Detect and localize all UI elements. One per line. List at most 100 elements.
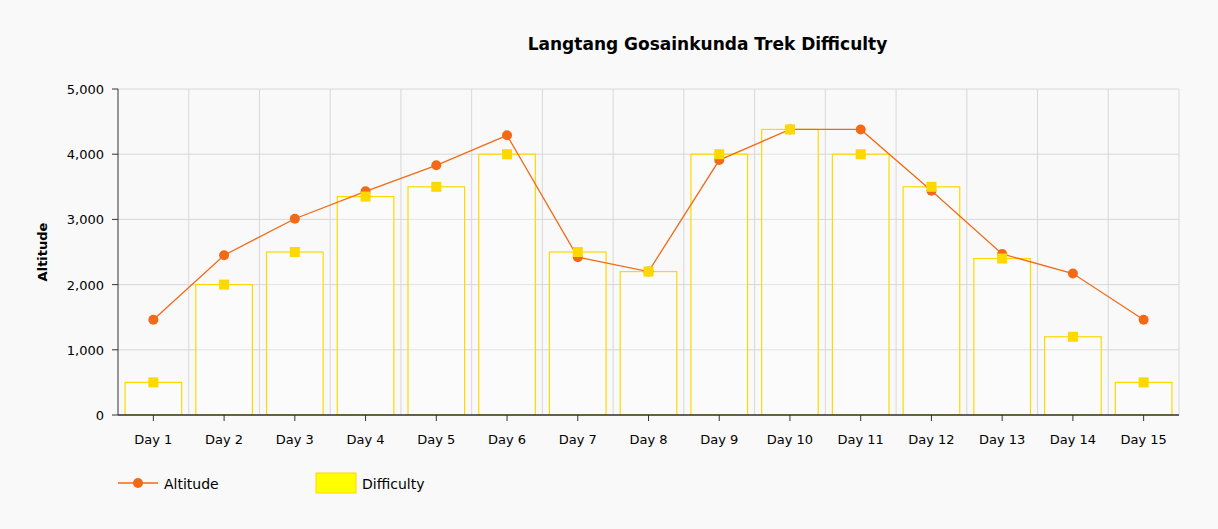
tick bbox=[719, 415, 720, 421]
grid-line-vertical bbox=[400, 89, 401, 415]
grid-line-vertical bbox=[683, 89, 684, 415]
x-tick-label: Day 14 bbox=[1050, 432, 1096, 447]
tick bbox=[577, 415, 578, 421]
marker bbox=[926, 182, 936, 192]
grid-line-vertical bbox=[613, 89, 614, 415]
tick bbox=[860, 415, 861, 421]
grid-line-vertical bbox=[330, 89, 331, 415]
y-tick-label: 4,000 bbox=[67, 147, 104, 162]
legend: AltitudeDifficulty bbox=[118, 473, 424, 493]
tick bbox=[224, 415, 225, 421]
grid-line-vertical bbox=[542, 89, 543, 415]
y-tick-label: 1,000 bbox=[67, 343, 104, 358]
tick bbox=[789, 415, 790, 421]
bar bbox=[691, 154, 748, 415]
grid-line-vertical bbox=[754, 89, 755, 415]
marker bbox=[148, 315, 158, 325]
background bbox=[0, 0, 1218, 529]
marker bbox=[431, 160, 441, 170]
y-tick-label: 5,000 bbox=[67, 82, 104, 97]
marker bbox=[1139, 377, 1149, 387]
x-tick-label: Day 12 bbox=[908, 432, 954, 447]
tick bbox=[1002, 415, 1003, 421]
marker bbox=[431, 182, 441, 192]
x-tick-label: Day 9 bbox=[700, 432, 738, 447]
marker bbox=[997, 254, 1007, 264]
grid-line-vertical bbox=[825, 89, 826, 415]
tick bbox=[112, 415, 118, 416]
marker bbox=[361, 192, 371, 202]
tick bbox=[365, 415, 366, 421]
tick bbox=[112, 349, 118, 350]
grid-line-vertical bbox=[1037, 89, 1038, 415]
marker bbox=[148, 377, 158, 387]
marker bbox=[856, 124, 866, 134]
x-tick-label: Day 15 bbox=[1120, 432, 1166, 447]
marker bbox=[785, 124, 795, 134]
tick bbox=[931, 415, 932, 421]
tick bbox=[648, 415, 649, 421]
x-tick-label: Day 1 bbox=[134, 432, 172, 447]
marker bbox=[290, 247, 300, 257]
bar bbox=[974, 259, 1031, 415]
tick bbox=[112, 219, 118, 220]
marker bbox=[785, 124, 795, 134]
tick bbox=[153, 415, 154, 421]
y-axis bbox=[118, 89, 119, 415]
plot-area bbox=[125, 124, 1172, 415]
line bbox=[153, 129, 1143, 319]
marker bbox=[219, 250, 229, 260]
bar bbox=[903, 187, 960, 415]
marker bbox=[644, 267, 654, 277]
bar bbox=[832, 154, 889, 415]
tick bbox=[1072, 415, 1073, 421]
marker bbox=[856, 149, 866, 159]
bar bbox=[408, 187, 465, 415]
marker bbox=[502, 149, 512, 159]
grid-line bbox=[118, 89, 1179, 90]
title: Langtang Gosainkunda Trek Difficulty bbox=[528, 34, 888, 54]
x-tick-label: Day 3 bbox=[276, 432, 314, 447]
legend-marker bbox=[133, 478, 143, 488]
marker bbox=[290, 214, 300, 224]
grid-line-vertical bbox=[188, 89, 189, 415]
y-tick-label: 0 bbox=[96, 408, 104, 423]
grid-line-vertical bbox=[966, 89, 967, 415]
tick bbox=[112, 284, 118, 285]
bar bbox=[549, 252, 606, 415]
chart: Langtang Gosainkunda Trek Difficulty Alti… bbox=[0, 0, 1218, 529]
x-tick-label: Day 2 bbox=[205, 432, 243, 447]
grid-line-vertical bbox=[471, 89, 472, 415]
bar bbox=[620, 272, 677, 415]
marker bbox=[1068, 332, 1078, 342]
marker bbox=[644, 267, 654, 277]
x-tick-label: Day 7 bbox=[559, 432, 597, 447]
x-tick-label: Day 11 bbox=[838, 432, 884, 447]
legend-swatch bbox=[316, 473, 356, 493]
grid-line-vertical bbox=[896, 89, 897, 415]
y-tick-label: 3,000 bbox=[67, 212, 104, 227]
bar bbox=[1045, 337, 1102, 415]
marker bbox=[1139, 315, 1149, 325]
bar bbox=[196, 285, 253, 415]
tick bbox=[436, 415, 437, 421]
bar bbox=[762, 129, 819, 415]
x-tick-label: Day 5 bbox=[417, 432, 455, 447]
y-tick-label: 2,000 bbox=[67, 278, 104, 293]
x-tick-label: Day 8 bbox=[629, 432, 667, 447]
tick bbox=[112, 89, 118, 90]
x-tick-label: Day 4 bbox=[347, 432, 385, 447]
legend-label: Altitude bbox=[164, 476, 219, 492]
marker bbox=[714, 149, 724, 159]
marker bbox=[1068, 269, 1078, 279]
tick bbox=[294, 415, 295, 421]
tick bbox=[112, 154, 118, 155]
x-tick-label: Day 10 bbox=[767, 432, 813, 447]
tick bbox=[1143, 415, 1144, 421]
grid-line bbox=[118, 219, 1179, 220]
marker bbox=[502, 130, 512, 140]
grid bbox=[118, 89, 1179, 415]
y-axis-label: Altitude bbox=[35, 222, 50, 281]
grid-line bbox=[118, 154, 1179, 155]
bar bbox=[479, 154, 536, 415]
